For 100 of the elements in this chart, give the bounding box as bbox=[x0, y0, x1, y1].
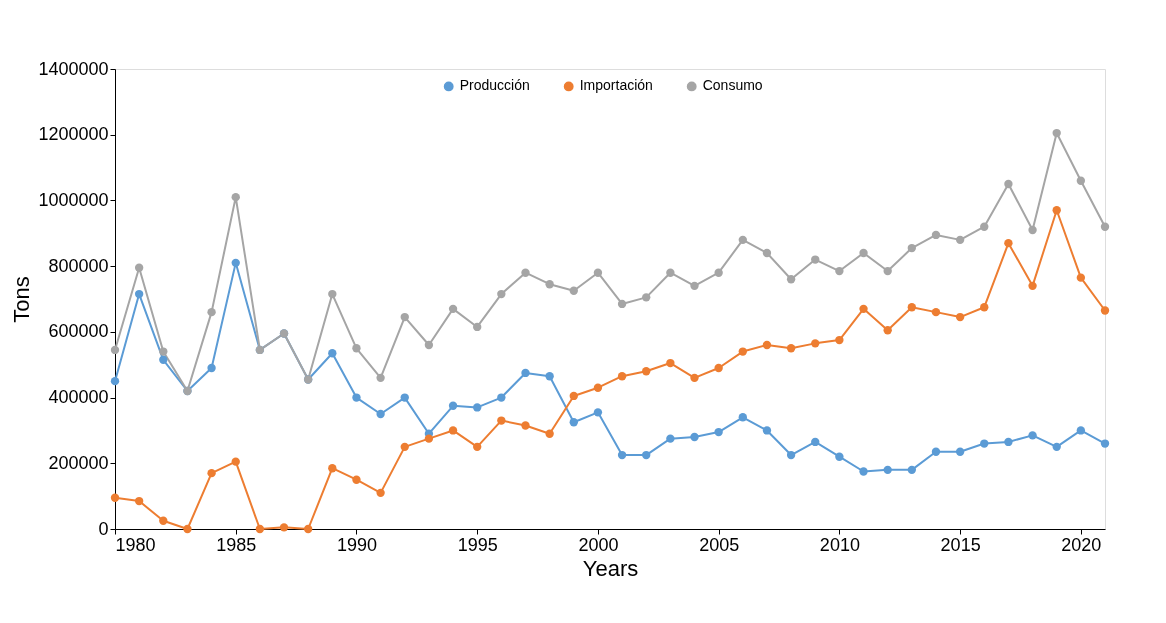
point bbox=[931, 230, 941, 240]
point bbox=[642, 293, 651, 302]
y-tick-label: 1400000 bbox=[38, 58, 109, 79]
point bbox=[617, 299, 627, 309]
y-tick-label: 1200000 bbox=[38, 124, 109, 145]
point bbox=[666, 358, 675, 368]
point bbox=[1076, 426, 1086, 435]
point bbox=[231, 457, 240, 466]
point bbox=[980, 303, 989, 312]
point bbox=[1004, 179, 1013, 189]
y-axis-title: Tons bbox=[9, 276, 35, 323]
point bbox=[786, 344, 796, 353]
point bbox=[666, 268, 675, 277]
point bbox=[328, 349, 337, 358]
point bbox=[738, 413, 747, 422]
point bbox=[448, 426, 458, 435]
point bbox=[134, 496, 144, 506]
point bbox=[617, 372, 627, 381]
point bbox=[448, 304, 458, 314]
point bbox=[1052, 206, 1061, 215]
point bbox=[1004, 238, 1013, 248]
point bbox=[955, 312, 965, 322]
point bbox=[159, 516, 168, 525]
point bbox=[593, 408, 603, 417]
point bbox=[762, 426, 772, 435]
point bbox=[1076, 273, 1086, 282]
point bbox=[907, 303, 917, 312]
point bbox=[545, 429, 554, 438]
y-tick-label: 600000 bbox=[48, 321, 109, 342]
point bbox=[907, 243, 917, 253]
point bbox=[931, 307, 941, 317]
point bbox=[497, 393, 506, 402]
point bbox=[1028, 431, 1037, 440]
point bbox=[762, 340, 772, 350]
point bbox=[690, 432, 699, 442]
point bbox=[714, 427, 723, 437]
x-tick-label: 2000 bbox=[578, 534, 619, 555]
point bbox=[207, 307, 216, 317]
point bbox=[714, 363, 723, 373]
point bbox=[279, 523, 289, 532]
point bbox=[328, 289, 337, 299]
x-tick-label: 2015 bbox=[940, 534, 981, 555]
point bbox=[690, 281, 699, 291]
point bbox=[521, 368, 530, 378]
point bbox=[448, 401, 458, 410]
point bbox=[207, 468, 216, 478]
x-tick-label: 1985 bbox=[216, 534, 257, 555]
point bbox=[497, 416, 506, 425]
point bbox=[159, 347, 168, 356]
point bbox=[593, 268, 603, 277]
point bbox=[110, 376, 120, 386]
point bbox=[617, 450, 627, 460]
point bbox=[569, 391, 578, 401]
point bbox=[424, 434, 434, 443]
point bbox=[110, 345, 120, 355]
point bbox=[521, 421, 530, 430]
point bbox=[1100, 306, 1110, 315]
point bbox=[811, 339, 820, 348]
point bbox=[497, 289, 506, 299]
point bbox=[907, 465, 917, 475]
point bbox=[642, 450, 651, 460]
point bbox=[786, 450, 796, 460]
point bbox=[666, 434, 675, 443]
point bbox=[762, 248, 772, 258]
x-tick-label: 1990 bbox=[336, 534, 377, 555]
point bbox=[1004, 437, 1013, 447]
point bbox=[352, 344, 361, 353]
point bbox=[835, 452, 844, 461]
x-axis-title: Years bbox=[582, 555, 639, 581]
point bbox=[883, 465, 892, 475]
point bbox=[980, 222, 989, 231]
point bbox=[424, 340, 434, 350]
y-tick-label: 800000 bbox=[48, 255, 109, 276]
x-tick-label: 2020 bbox=[1061, 534, 1102, 555]
y-tick-label: 1000000 bbox=[38, 189, 109, 210]
point bbox=[159, 355, 168, 364]
point bbox=[521, 268, 530, 277]
point bbox=[738, 347, 747, 356]
point bbox=[690, 373, 699, 383]
point bbox=[328, 464, 337, 473]
point bbox=[642, 367, 651, 376]
point bbox=[473, 322, 482, 332]
point bbox=[1052, 128, 1061, 138]
y-tick-label: 0 bbox=[98, 518, 109, 539]
x-tick-label: 2005 bbox=[699, 534, 740, 555]
point bbox=[207, 363, 216, 373]
point bbox=[593, 383, 603, 392]
point bbox=[231, 258, 240, 268]
point bbox=[110, 493, 120, 502]
point bbox=[835, 335, 844, 345]
y-tick-label: 200000 bbox=[48, 452, 109, 473]
point bbox=[134, 289, 144, 299]
point bbox=[1100, 222, 1110, 231]
x-tick-label: 2010 bbox=[819, 534, 860, 555]
point bbox=[811, 255, 820, 264]
point bbox=[255, 524, 265, 534]
point bbox=[473, 442, 482, 452]
point bbox=[714, 268, 723, 277]
legend-label: Importación bbox=[579, 77, 653, 94]
point bbox=[473, 403, 482, 412]
